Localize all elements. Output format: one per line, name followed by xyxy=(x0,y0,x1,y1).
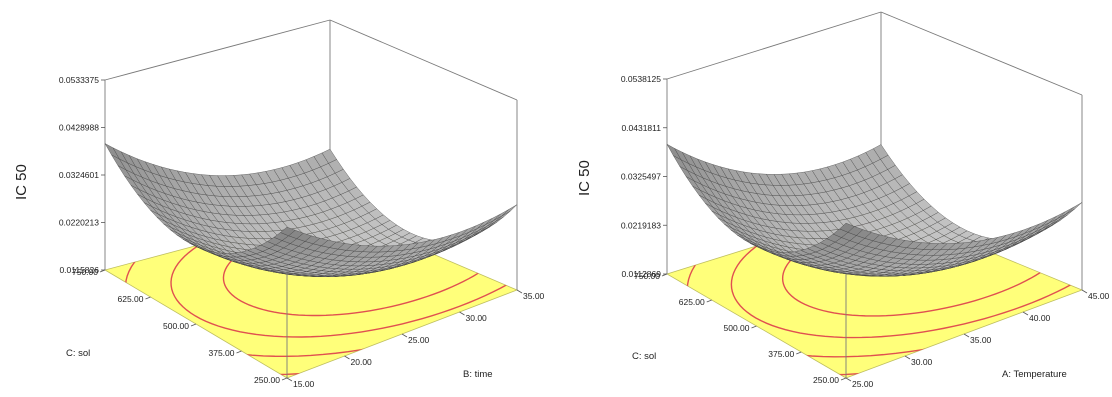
x-tick xyxy=(845,377,852,382)
z-axis: 0.0115826 0.0220213 0.0324601 0.0428988 0.05… xyxy=(59,75,105,275)
surface-plot-time-sol: IC 50 C: sol B: time 0.01158260.02202130… xyxy=(13,19,545,389)
surface-plot-temperature-sol: IC 50 C: sol A: Temperature 0.01128690.0… xyxy=(576,11,1110,389)
y-tick-label: 250.00 xyxy=(254,375,280,385)
z-tick-label: 0.0533375 xyxy=(59,75,99,85)
y-tick xyxy=(281,377,288,381)
x-tick xyxy=(344,355,350,360)
x-tick-label: 35.00 xyxy=(970,335,992,345)
x-axis-title: A: Temperature xyxy=(1002,369,1067,380)
x-tick-label: 25.00 xyxy=(408,335,430,345)
y-tick-label: 250.00 xyxy=(813,375,839,385)
y-tick xyxy=(751,325,757,329)
y-tick xyxy=(840,377,847,381)
z-axis: 0.0112869 0.0219183 0.0325497 0.0431811 0.05… xyxy=(621,74,667,279)
x-tick xyxy=(963,333,970,338)
surface-cell xyxy=(1066,202,1083,214)
box-edge xyxy=(329,19,518,101)
z-tick-label: 0.0428988 xyxy=(59,122,99,132)
box-edge xyxy=(104,19,331,81)
x-tick-label: 15.00 xyxy=(293,379,315,389)
z-axis-title: IC 50 xyxy=(13,164,30,200)
y-tick-label: 500.00 xyxy=(163,321,189,331)
x-tick xyxy=(1081,289,1088,294)
x-tick-label: 30.00 xyxy=(466,313,488,323)
x-tick xyxy=(401,333,408,338)
y-axis-title: C: sol xyxy=(632,351,656,362)
x-tick xyxy=(459,311,465,316)
y-tick-label: 625.00 xyxy=(118,294,144,304)
x-tick-label: 30.00 xyxy=(911,357,933,367)
z-tick-label: 0.0219183 xyxy=(621,220,661,230)
z-tick-label: 0.0324601 xyxy=(59,170,99,180)
y-tick xyxy=(706,299,712,303)
z-tick-label: 0.0115826 xyxy=(59,265,99,275)
x-axis-title: B: time xyxy=(463,369,493,380)
response-surface xyxy=(666,143,1083,277)
response-surface xyxy=(104,143,518,277)
x-tick xyxy=(1022,311,1029,316)
surface-cell xyxy=(1057,207,1074,219)
contour-line xyxy=(730,207,1082,339)
x-tick xyxy=(516,289,523,294)
surface-cell xyxy=(501,204,518,216)
x-axis: 25.00 30.00 35.00 40.00 45.00 xyxy=(845,289,1110,389)
box-edge xyxy=(880,11,1083,96)
z-tick-label: 0.0112869 xyxy=(621,269,661,279)
z-axis-title: IC 50 xyxy=(576,160,593,196)
x-tick-label: 45.00 xyxy=(1088,291,1110,301)
y-tick-label: 750.00 xyxy=(72,267,98,277)
y-axis: 250.00 375.00 500.00 625.00 750.00 xyxy=(634,271,847,385)
x-tick-label: 25.00 xyxy=(852,379,874,389)
z-tick-label: 0.0538125 xyxy=(621,74,661,84)
y-tick-label: 625.00 xyxy=(679,297,705,307)
y-tick xyxy=(661,273,668,277)
y-tick xyxy=(190,323,197,327)
x-axis: 15.00 20.00 25.00 30.00 35.00 xyxy=(286,289,545,389)
contour-line xyxy=(170,210,517,338)
y-axis: 250.00 375.00 500.00 625.00 750.00 xyxy=(72,267,288,385)
box-edge xyxy=(666,11,882,80)
y-tick xyxy=(796,351,802,355)
y-tick-label: 375.00 xyxy=(768,349,794,359)
y-tick xyxy=(236,350,242,354)
y-tick xyxy=(145,296,151,300)
x-tick xyxy=(286,377,293,382)
x-tick xyxy=(904,355,911,360)
z-tick-label: 0.0325497 xyxy=(621,172,661,182)
z-tick-label: 0.0220213 xyxy=(59,218,99,228)
x-tick-label: 35.00 xyxy=(523,291,545,301)
y-tick-label: 500.00 xyxy=(724,323,750,333)
y-tick-label: 750.00 xyxy=(634,271,660,281)
x-tick-label: 20.00 xyxy=(351,357,373,367)
y-tick-label: 375.00 xyxy=(209,348,235,358)
y-tick xyxy=(99,269,106,273)
x-tick-label: 40.00 xyxy=(1029,313,1051,323)
z-tick-label: 0.0431811 xyxy=(621,123,661,133)
y-axis-title: C: sol xyxy=(66,348,90,359)
